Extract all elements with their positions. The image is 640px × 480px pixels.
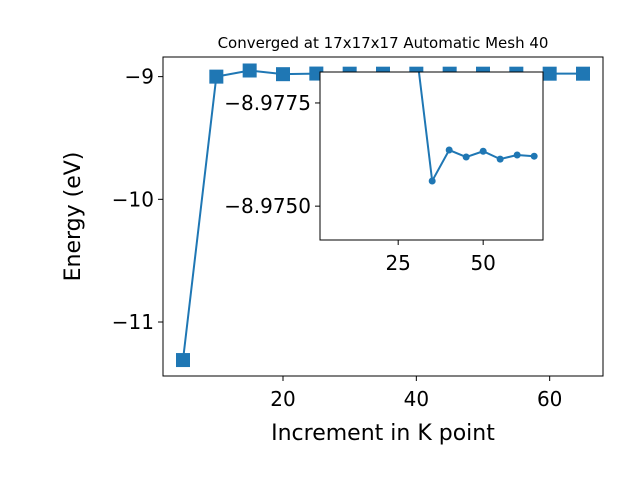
axes-frame <box>319 71 544 241</box>
y-axis-label: Energy (eV) <box>61 152 86 282</box>
marker <box>542 66 557 81</box>
x-tick-label: 20 <box>270 387 295 411</box>
y-tick-label: −8.9750 <box>224 194 311 218</box>
marker <box>209 69 224 84</box>
marker <box>176 353 190 368</box>
y-tick-label: −11 <box>112 310 154 334</box>
marker <box>479 147 487 155</box>
y-tick-label: −9 <box>125 65 154 89</box>
axes-frame <box>162 56 604 377</box>
marker <box>445 146 453 154</box>
chart-title: Converged at 17x17x17 Automatic Mesh 40 <box>218 34 549 52</box>
inset-background <box>320 72 543 240</box>
marker <box>496 155 504 163</box>
marker <box>513 151 521 159</box>
plot-area <box>417 72 538 185</box>
y-tick-label: −10 <box>112 187 154 211</box>
marker <box>530 152 538 160</box>
x-tick-label: 40 <box>404 387 429 411</box>
x-tick-label: 50 <box>470 251 495 275</box>
x-tick-label: 60 <box>537 387 562 411</box>
x-axis-label: Increment in K point <box>271 421 495 446</box>
marker <box>462 153 470 161</box>
marker <box>276 67 290 82</box>
y-tick-label: −8.9775 <box>224 91 311 115</box>
x-tick-label: 25 <box>385 251 410 275</box>
marker <box>242 63 257 78</box>
marker <box>428 177 436 185</box>
marker <box>576 66 590 81</box>
